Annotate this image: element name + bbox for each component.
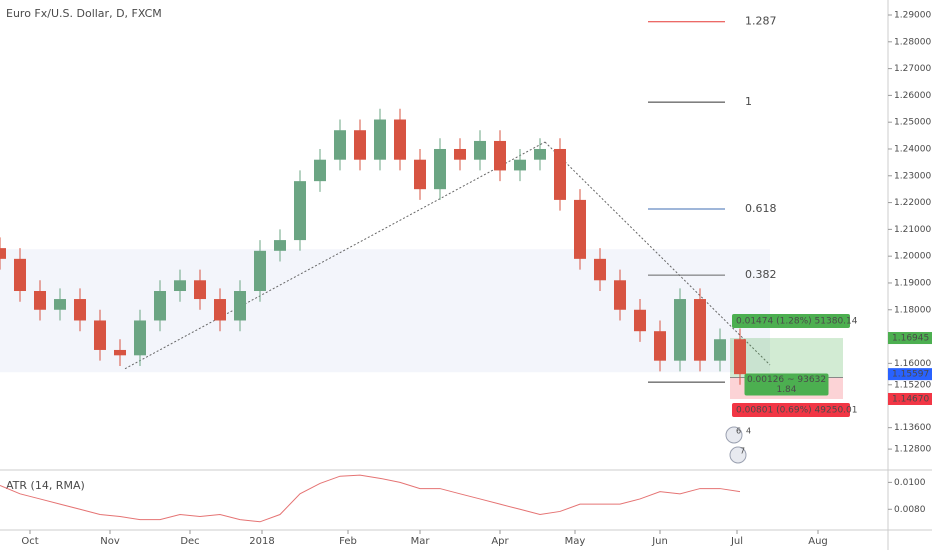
chart-title: Euro Fx/U.S. Dollar, D, FXCM xyxy=(6,7,162,20)
y-tick-label: 1.23000 xyxy=(894,171,931,181)
candle-body xyxy=(694,299,706,361)
y-tick-label: 1.20000 xyxy=(894,252,931,262)
y-tick-label: 1.27000 xyxy=(894,64,931,74)
y2-tick-label: 0.0080 xyxy=(894,505,926,515)
trend-line xyxy=(544,141,771,366)
candle-body xyxy=(394,119,406,160)
candle-body xyxy=(254,250,266,292)
candle-body xyxy=(14,258,26,292)
candle-body xyxy=(734,339,746,375)
x-tick-label: Feb xyxy=(339,536,357,547)
candle-body xyxy=(454,148,466,160)
candle-body xyxy=(274,240,286,251)
fib-label: 1 xyxy=(745,95,752,108)
candle-body xyxy=(134,320,146,356)
y-tick-label: 1.24000 xyxy=(894,144,931,154)
event-text: 4 xyxy=(746,427,751,436)
y-tick-label: 1.21000 xyxy=(894,225,931,235)
x-tick-label: Jul xyxy=(730,536,743,547)
indicator-title: ATR (14, RMA) xyxy=(6,479,85,492)
x-tick-label: Jun xyxy=(651,536,668,547)
y-tick-label: 1.22000 xyxy=(894,198,931,208)
y-tick-label: 1.25000 xyxy=(894,118,931,128)
candle-body xyxy=(54,299,66,310)
price-badge-label: 1.16945 xyxy=(892,334,929,344)
candle-body xyxy=(334,130,346,160)
candle-body xyxy=(114,349,126,356)
candle-body xyxy=(34,291,46,310)
ratio-label: 1.84 xyxy=(776,385,796,395)
candle-body xyxy=(494,140,506,171)
candle-body xyxy=(474,140,486,160)
candle-body xyxy=(674,299,686,361)
candle-body xyxy=(534,148,546,160)
x-tick-label: 2018 xyxy=(249,536,274,547)
event-text: 7 xyxy=(740,447,745,456)
candle-body xyxy=(74,299,86,321)
middle-label: 0.00126 ~ 93632 xyxy=(747,375,826,385)
fib-label: 1.287 xyxy=(745,15,777,28)
x-tick-label: Nov xyxy=(100,536,120,547)
candle-body xyxy=(614,280,626,310)
candle-body xyxy=(514,159,526,171)
x-tick-label: Dec xyxy=(180,536,199,547)
y-tick-label: 1.19000 xyxy=(894,278,931,288)
trend-line xyxy=(124,141,546,370)
candle-body xyxy=(214,299,226,321)
candle-body xyxy=(714,339,726,361)
candle-body xyxy=(374,119,386,160)
candle-body xyxy=(0,248,6,259)
stop-label: 0.00801 (0.69%) 49250.01 xyxy=(736,405,858,415)
x-tick-label: Mar xyxy=(411,536,431,547)
candle-body xyxy=(554,148,566,200)
candle-body xyxy=(434,148,446,190)
x-tick-label: May xyxy=(565,536,586,547)
candle-body xyxy=(574,199,586,259)
target-badge xyxy=(732,314,850,329)
candle-body xyxy=(634,309,646,332)
position-profit xyxy=(730,338,843,378)
x-tick-label: Oct xyxy=(21,536,38,547)
price-badge-label: 1.15597 xyxy=(892,370,929,380)
event-icon xyxy=(729,446,747,464)
y-tick-label: 1.18000 xyxy=(894,305,931,315)
candle-body xyxy=(354,130,366,160)
y-tick-label: 1.28000 xyxy=(894,37,931,47)
x-tick-label: Aug xyxy=(808,536,828,547)
price-badge xyxy=(888,368,932,381)
price-badge xyxy=(888,332,932,345)
y2-tick-label: 0.0100 xyxy=(894,478,926,488)
candle-body xyxy=(94,320,106,350)
y-tick-label: 1.29000 xyxy=(894,11,931,21)
y-tick-label: 1.12800 xyxy=(894,445,931,455)
y-tick-label: 1.26000 xyxy=(894,91,931,101)
candle-body xyxy=(414,159,426,190)
fib-label: 0.382 xyxy=(745,268,777,281)
event-icon xyxy=(725,426,743,444)
target-label: 0.01474 (1.28%) 51380.14 xyxy=(736,317,858,327)
middle-badge xyxy=(744,373,829,396)
y-tick-label: 1.16000 xyxy=(894,359,931,369)
x-tick-label: Apr xyxy=(491,536,509,547)
candle-body xyxy=(194,280,206,300)
y-tick-label: 1.13600 xyxy=(894,423,931,433)
candle-body xyxy=(234,291,246,321)
fib-label: 0.618 xyxy=(745,202,777,215)
price-badge-label: 1.14670 xyxy=(892,394,929,404)
candle-body xyxy=(314,159,326,182)
candle-body xyxy=(654,331,666,361)
event-text: 6 xyxy=(736,427,741,436)
stop-badge xyxy=(732,402,850,417)
y-tick-label: 1.15200 xyxy=(894,380,931,390)
candle-body xyxy=(174,280,186,292)
candle-body xyxy=(594,258,606,281)
candle-body xyxy=(294,181,306,241)
indicator-line xyxy=(0,474,741,523)
price-badge xyxy=(888,392,932,405)
candle-body xyxy=(154,291,166,321)
